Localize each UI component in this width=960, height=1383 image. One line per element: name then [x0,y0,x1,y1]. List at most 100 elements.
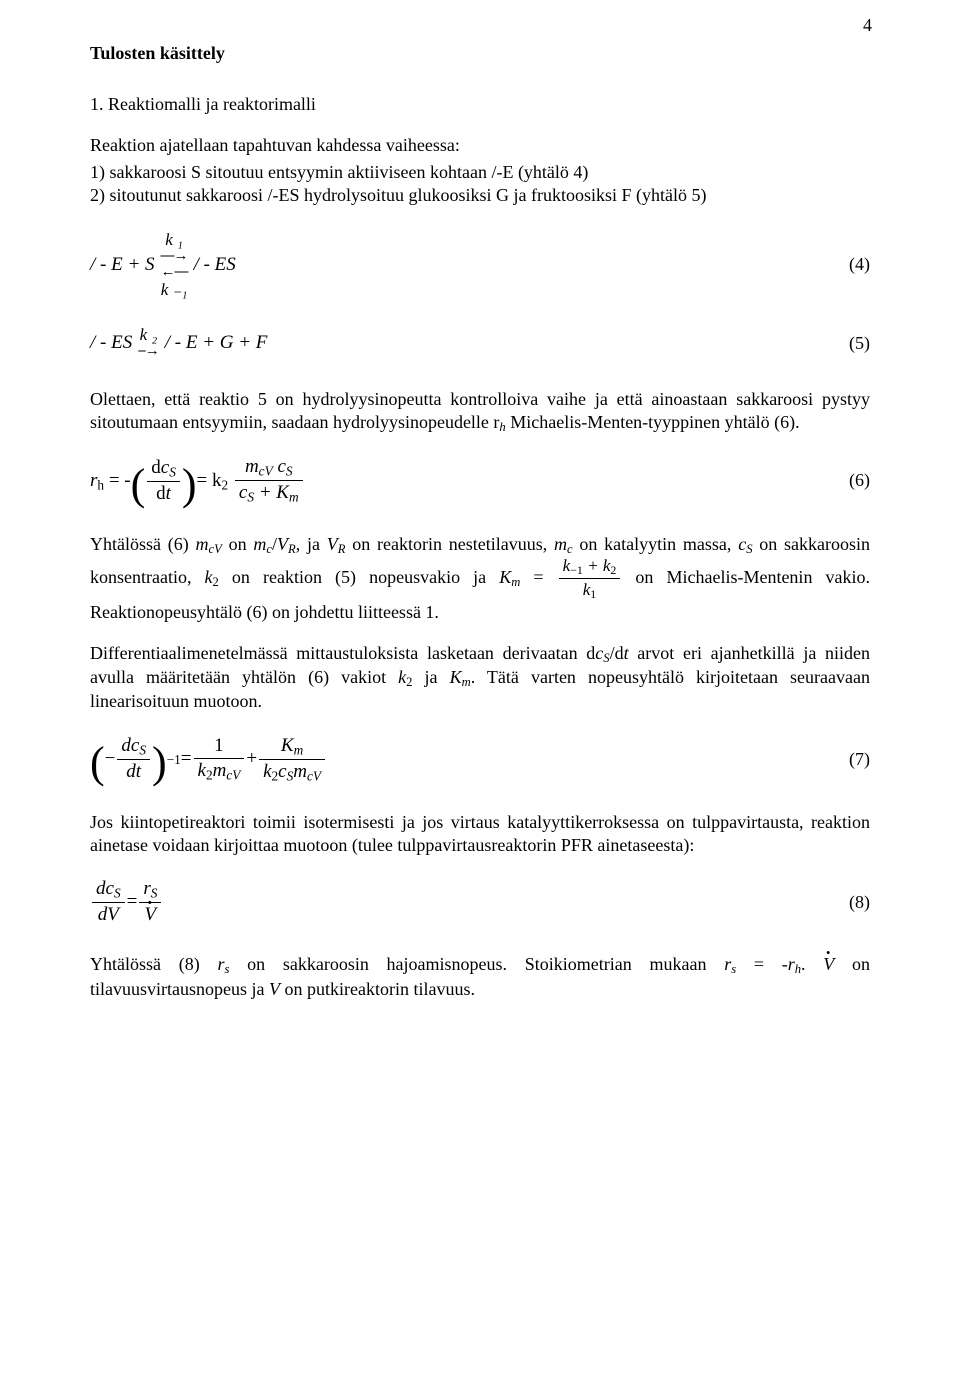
txt: . [801,954,823,974]
intro-paragraph: Reaktion ajatellaan tapahtuvan kahdessa … [90,134,870,157]
equation-5: / - ES k ₂ ⎯→ / - E + G + F (5) [90,326,870,360]
txt: on [222,534,254,554]
paragraph-eq8-explain: Yhtälössä (8) rs on sakkaroosin hajoamis… [90,953,870,1000]
eq5-lhs: / - ES [90,331,132,355]
txt: r [788,954,795,974]
txt: m [213,760,227,781]
paragraph-pfr: Jos kiintopetireaktori toimii isotermise… [90,811,870,857]
txt: k [398,667,406,687]
paragraph-diff-method: Differentiaalimenetelmässä mittaustuloks… [90,642,870,714]
eq6-eq1: = - [109,470,131,491]
txt: K [450,667,462,687]
km-formula: Km = k−1 + k2 k1 [499,567,635,587]
txt: k [205,567,213,587]
equation-4: / - E + S k ₁ ⎯⎯→ ←⎯⎯ k ₋₁ / - ES (4) [90,231,870,298]
paragraph-assumption: Olettaen, että reaktio 5 on hydrolyysino… [90,388,870,435]
eq4-lhs: / - E + S [90,253,155,277]
txt: V [277,534,288,554]
txt: Reaktionopeusyhtälö (6) on johdettu liit… [90,602,439,622]
txt: = [127,890,138,914]
eq6-dt: t [166,483,171,504]
txt: 1 [590,587,596,601]
eq5-arrow: ⎯→ [138,344,159,360]
txt: S [247,490,254,505]
txt: m [253,534,266,554]
txt: on sakkaroosin hajoamisnopeus. Stoikiome… [229,954,724,974]
txt: dt [126,761,141,782]
txt: m [196,534,209,554]
txt: on putkireaktorin tilavuus. [280,979,475,999]
eq8-vdot: V [145,905,157,925]
txt: 1 [210,736,228,756]
txt: cV [307,768,321,783]
eq4-arrow-stack: k ₁ ⎯⎯→ ←⎯⎯ k ₋₁ [161,231,188,298]
txt: m [245,456,259,477]
txt: c [738,534,746,554]
txt: on reaktion (5) nopeusvakio ja [219,567,499,587]
page-number: 4 [863,14,872,37]
txt: K [499,567,511,587]
eq5-arrow-stack: k ₂ ⎯→ [138,326,159,360]
eq7-dcdt: dcS dt [117,736,150,782]
txt: Differentiaalimenetelmässä mittaustuloks… [90,643,595,663]
reaction-steps-list: 1) sakkaroosi S sitoutuu entsyymin aktii… [90,161,870,207]
txt: on sakkaroosin [752,534,870,554]
txt: on katalyytin massa, [573,534,739,554]
txt: on reaktorin nestetilavuus, [345,534,554,554]
txt: S [286,464,293,479]
txt: −1 [570,563,583,577]
page: 4 Tulosten käsittely 1. Reaktiomalli ja … [0,0,960,1383]
txt: − [105,747,116,771]
eq6-k2sub: 2 [221,477,228,492]
txt: cV [226,767,240,782]
equation-8: dcS dV = rS V (8) [90,879,870,925]
txt: + [246,747,257,771]
txt: ja [412,667,449,687]
txt: m [289,490,299,505]
txt: m [511,575,520,589]
eq6-dcdt: ddccS dt [147,458,180,504]
txt: c [278,761,286,782]
txt: dc [96,878,114,899]
section-title: 1. Reaktiomalli ja reaktorimalli [90,93,870,116]
txt: dV [94,905,123,925]
eq5-number: (5) [849,332,870,355]
txt: m [554,534,567,554]
eq6-fraction: mcV cS cS + Km [235,457,303,505]
txt: + k [583,556,611,575]
eq8-number: (8) [849,891,870,914]
txt: K [281,735,294,756]
eq4-k-top: k ₁ [165,231,183,249]
txt: R [288,542,296,556]
eq4-arrow-bot: ←⎯⎯ [161,265,188,281]
eq6-eq2: = k [197,470,222,491]
eq8-rhs: rS V [139,879,161,925]
eq6-dc-sub: S [169,464,176,479]
eq7-frac2: Km k2cSmcV [259,736,325,784]
eq4-rhs: / - ES [194,253,236,277]
eq6-rh-sub: h [97,477,104,492]
vdot-sym: V [823,953,834,976]
txt: k [263,761,271,782]
eq5-k-top: k ₂ [140,326,158,344]
txt: Michaelis-Menten-tyyppinen yhtälö (6). [506,412,800,432]
txt: m [462,675,471,689]
txt: + K [254,482,289,503]
txt: m [293,761,307,782]
txt: S [114,885,121,900]
paragraph-eq6-explain: Yhtälössä (6) mcV on mc/VR, ja VR on rea… [90,533,870,624]
equation-7: ( − dcS dt )−1 = 1 k2mcV + Km k2cSmcV (7… [90,736,870,784]
eq8-lhs: dcS dV [92,879,125,925]
txt: dc [121,735,139,756]
eq6-number: (6) [849,469,870,492]
txt: konsentraatio, [90,567,205,587]
list-item: 2) sitoutunut sakkaroosi /-ES hydrolysoi… [90,184,870,207]
txt: = [181,747,192,771]
page-title: Tulosten käsittely [90,42,870,65]
txt: 2 [206,767,213,782]
txt: k [198,760,206,781]
txt: m [294,742,304,757]
txt: on Michaelis-Mentenin vakio. [635,567,870,587]
txt: c [273,456,286,477]
list-item: 1) sakkaroosi S sitoutuu entsyymin aktii… [90,161,870,184]
